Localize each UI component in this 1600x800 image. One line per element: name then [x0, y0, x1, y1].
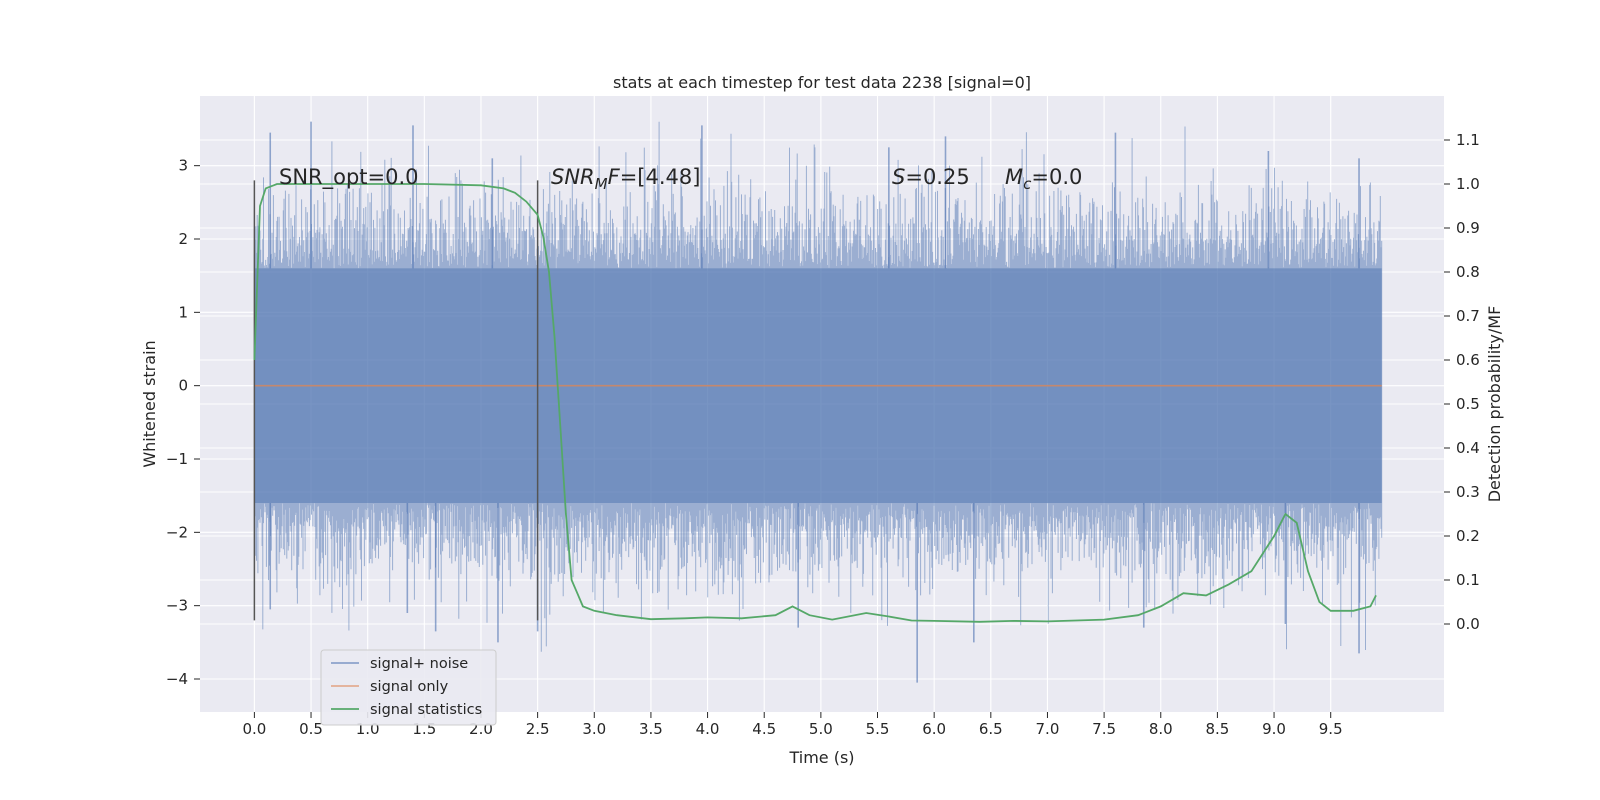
y-axis-label: Whitened strain: [140, 340, 159, 467]
legend-label-signal-statistics: signal statistics: [370, 702, 482, 718]
x-tick-label-17: 8.5: [1205, 720, 1229, 738]
annotation-snr-opt: SNR_opt=0.0: [279, 165, 419, 190]
annotation-snr-mf: SNRMF=[4.48]: [551, 165, 700, 193]
y-tick-label-5: −2: [166, 523, 188, 541]
x-tick-label-18: 9.0: [1262, 720, 1286, 738]
y-right-tick-label-3: 0.8: [1456, 263, 1480, 281]
legend-box: [320, 649, 497, 726]
y-right-tick-label-7: 0.4: [1456, 439, 1480, 457]
y-right-tick-label-8: 0.3: [1456, 483, 1480, 501]
x-tick-label-16: 8.0: [1149, 720, 1173, 738]
x-tick-label-0: 0.0: [242, 720, 266, 738]
vertical-markers: [253, 180, 539, 621]
x-tick-label-11: 5.5: [866, 720, 890, 738]
y-right-tick-label-0: 1.1: [1456, 131, 1480, 149]
x-tick-label-6: 3.0: [582, 720, 606, 738]
y-right-tick-label-2: 0.9: [1456, 219, 1480, 237]
y-axis-ticks: 3 2 1 0 −1 −2 −3 −4: [166, 157, 200, 688]
snr-mf-symbol: SNR: [551, 165, 595, 189]
annotation-mc: Mc=0.0: [1005, 165, 1082, 193]
x-tick-label-12: 6.0: [922, 720, 946, 738]
y-right-tick-label-6: 0.5: [1456, 395, 1480, 413]
y-right-tick-label-5: 0.6: [1456, 351, 1480, 369]
legend: signal+ noise signal only signal statist…: [320, 649, 497, 726]
y-tick-label-1: 2: [178, 230, 188, 248]
series-signal-statistics: [253, 183, 1377, 623]
y-right-tick-label-11: 0.0: [1456, 615, 1480, 633]
annotation-s: S=0.25: [892, 165, 970, 189]
y-tick-label-0: 3: [178, 157, 188, 175]
y-tick-label-6: −3: [166, 597, 188, 615]
y-right-tick-label-1: 1.0: [1456, 175, 1480, 193]
y-right-tick-label-10: 0.1: [1456, 571, 1480, 589]
y-tick-label-7: −4: [166, 670, 188, 688]
snr-mf-suffix: F: [608, 165, 621, 189]
y-right-axis-ticks: 1.1 1.0 0.9 0.8 0.7 0.6 0.5 0.4 0.3 0.2 0.1 0.0: [1444, 131, 1480, 633]
legend-label-signal-only: signal only: [370, 679, 449, 695]
x-tick-label-14: 7.0: [1036, 720, 1060, 738]
mc-subscript: c: [1023, 175, 1032, 193]
x-tick-label-13: 6.5: [979, 720, 1003, 738]
x-tick-label-7: 3.5: [639, 720, 663, 738]
x-tick-label-5: 2.5: [526, 720, 550, 738]
x-tick-label-1: 0.5: [299, 720, 323, 738]
x-axis-label: Time (s): [788, 748, 854, 767]
x-tick-label-8: 4.0: [696, 720, 720, 738]
y-tick-label-3: 0: [178, 377, 188, 395]
y-tick-label-4: −1: [166, 450, 188, 468]
snr-mf-subscript: M: [595, 175, 608, 193]
x-tick-label-10: 5.0: [809, 720, 833, 738]
y-right-tick-label-4: 0.7: [1456, 307, 1480, 325]
chart-title: stats at each timestep for test data 223…: [613, 73, 1031, 92]
mc-value: =0.0: [1031, 165, 1082, 189]
x-tick-label-15: 7.5: [1092, 720, 1116, 738]
x-tick-label-9: 4.5: [752, 720, 776, 738]
x-tick-label-19: 9.5: [1319, 720, 1343, 738]
s-value: =0.25: [905, 165, 969, 189]
y-right-tick-label-9: 0.2: [1456, 527, 1480, 545]
legend-label-signal-plus-noise: signal+ noise: [370, 656, 468, 672]
y-right-axis-label: Detection probability/MF: [1485, 306, 1504, 503]
mc-symbol: M: [1005, 165, 1023, 189]
y-tick-label-2: 1: [178, 303, 188, 321]
snr-mf-value: =[4.48]: [620, 165, 701, 189]
s-symbol: S: [892, 165, 905, 189]
